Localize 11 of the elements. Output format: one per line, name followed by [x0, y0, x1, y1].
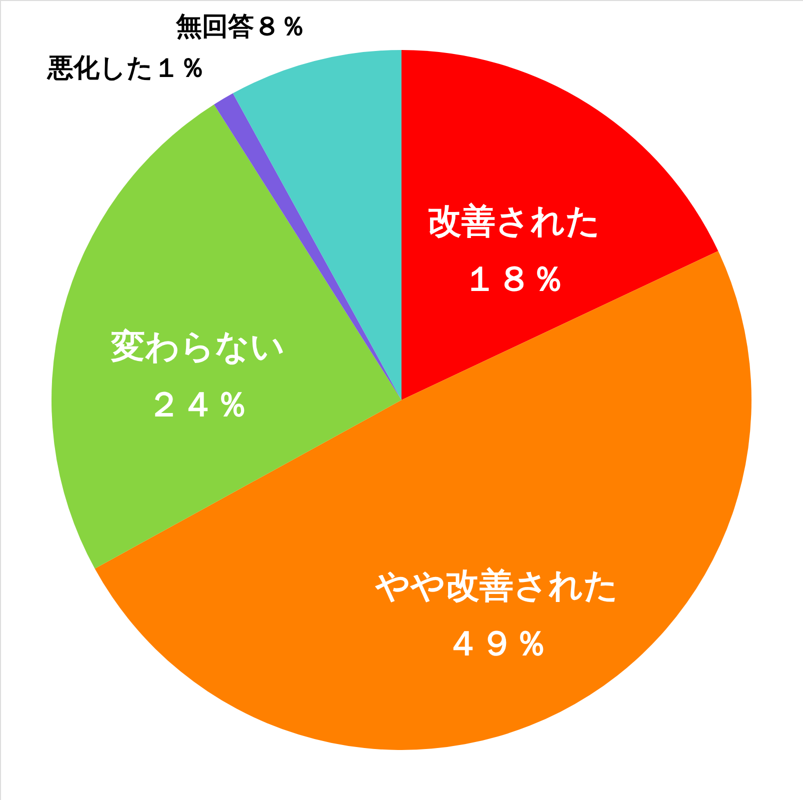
pie-slice	[52, 104, 402, 569]
pie-slice	[402, 50, 718, 400]
slice-label: やや改善された	[374, 566, 618, 606]
data-label: ４９％	[446, 624, 548, 664]
slice-label: 改善された	[428, 202, 601, 242]
slice-label: 悪化した１％	[46, 54, 206, 84]
slice-label: 変わらない	[110, 326, 286, 367]
data-label: ２４％	[147, 384, 250, 425]
slice-label: 無回答８％	[174, 12, 306, 42]
data-label: １８％	[463, 260, 566, 300]
pie-slice	[94, 250, 751, 750]
